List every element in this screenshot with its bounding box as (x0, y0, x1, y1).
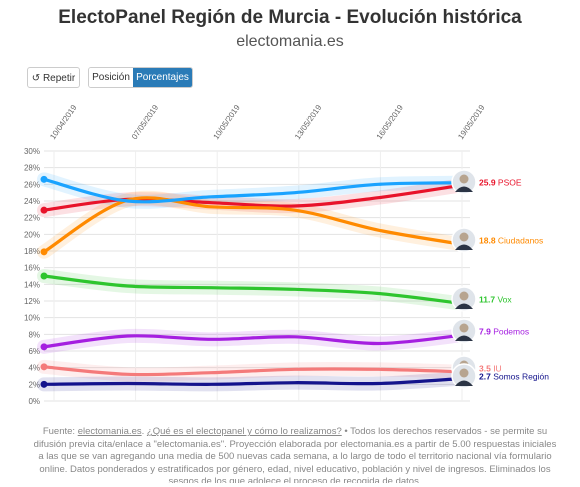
series-start-point (40, 380, 48, 388)
methodology-link[interactable]: ¿Qué es el electopanel y cómo lo realiza… (146, 426, 342, 437)
series-end-name: Somos Región (493, 372, 549, 382)
chart-subtitle: electomania.es (236, 33, 344, 50)
y-tick-label: 28% (24, 164, 40, 173)
series-end-value: 7.9 (479, 327, 493, 337)
series-start-point (40, 343, 48, 351)
avatar-body (455, 380, 473, 386)
series-end-label: 7.9 Podemos (479, 327, 529, 337)
x-tick-label: 13/05/2019 (293, 103, 324, 141)
chart-title: ElectoPanel Región de Murcia - Evolución… (58, 7, 522, 28)
x-tick-label: 07/05/2019 (130, 103, 161, 141)
series-line (42, 365, 464, 377)
y-tick-label: 16% (24, 264, 40, 273)
series-line (42, 177, 464, 204)
avatar-body (455, 335, 473, 341)
avatar-body (455, 186, 473, 192)
x-tick-label: 16/05/2019 (375, 103, 406, 141)
avatar-head (459, 232, 469, 242)
percent-toggle[interactable]: Porcentajes (133, 68, 192, 87)
series-start-point (40, 248, 48, 256)
series-end-name: Ciudadanos (498, 236, 543, 246)
series-end-value: 25.9 (479, 178, 498, 188)
series-end-name: Vox (497, 295, 512, 305)
x-tick-label: 10/05/2019 (211, 103, 242, 141)
y-tick-label: 0% (28, 397, 40, 406)
series-line (42, 333, 464, 349)
y-tick-label: 30% (24, 147, 40, 156)
series-end-label: 18.8 Ciudadanos (479, 236, 543, 246)
x-tick-label: 10/04/2019 (48, 103, 79, 141)
series-end-label: 25.9 PSOE (479, 178, 522, 188)
footer-prefix: Fuente: (42, 426, 78, 437)
y-tick-label: 24% (24, 197, 40, 206)
series-end-value: 11.7 (479, 295, 497, 305)
undo-icon: ↺ (31, 73, 41, 84)
series-start-point (40, 272, 48, 280)
series-end-name: PSOE (498, 178, 522, 188)
series-end-label: 2.7 Somos Región (479, 372, 549, 382)
series-end-name: Podemos (493, 327, 529, 337)
series-start-point (40, 206, 48, 214)
footer-sep: . (141, 426, 147, 437)
y-tick-label: 14% (24, 280, 40, 289)
y-tick-label: 26% (24, 180, 40, 189)
y-tick-label: 6% (28, 347, 40, 356)
x-tick-label: 19/05/2019 (456, 103, 487, 141)
avatar-head (459, 174, 469, 184)
series-start-point (40, 363, 48, 371)
y-tick-label: 8% (28, 330, 40, 339)
y-tick-label: 12% (24, 297, 40, 306)
view-toggle: Posición Porcentajes (88, 67, 193, 88)
series-end-label: 11.7 Vox (479, 295, 512, 305)
series-end-label: 3.5 IU (479, 364, 502, 374)
y-tick-label: 18% (24, 247, 40, 256)
y-tick-label: 4% (28, 364, 40, 373)
source-link[interactable]: electomania.es (77, 426, 142, 437)
footer-text: • Todos los derechos reservados - se per… (33, 426, 557, 483)
series-end-value: 2.7 (479, 372, 493, 382)
avatar-head (459, 323, 469, 333)
avatar-head (459, 291, 469, 301)
y-tick-label: 20% (24, 230, 40, 239)
series-start-point (40, 175, 48, 183)
chart-footer: Fuente: electomania.es. ¿Qué es el elect… (30, 426, 560, 483)
avatar-body (455, 244, 473, 250)
series-line (42, 376, 464, 386)
series-end-value: 18.8 (479, 236, 498, 246)
position-toggle[interactable]: Posición (89, 68, 133, 87)
avatar-head (459, 368, 469, 378)
y-tick-label: 22% (24, 214, 40, 223)
series-line (42, 274, 464, 306)
repeat-button[interactable]: ↺ Repetir (27, 67, 80, 88)
avatar-body (455, 303, 473, 309)
repeat-label: Repetir (42, 73, 76, 84)
series-end-name: IU (493, 364, 502, 374)
series-end-value: 3.5 (479, 364, 493, 374)
y-tick-label: 2% (28, 380, 40, 389)
series-line (42, 196, 464, 254)
y-tick-label: 10% (24, 314, 40, 323)
